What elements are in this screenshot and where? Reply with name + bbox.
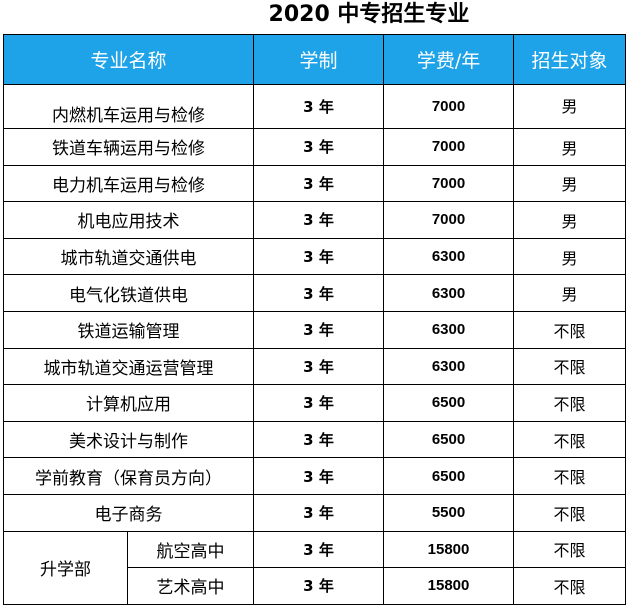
table-row: 艺术高中 3 年 15800 不限 [4,567,627,605]
fee-cell: 5500 [383,493,515,532]
target-cell: 男 [513,237,627,276]
header-duration: 学制 [253,34,385,85]
fee-cell: 7000 [383,128,515,166]
table-row: 城市轨道交通供电 3 年 6300 男 [2,237,627,276]
table-row: 内燃机车运用与检修 3 年 7000 男 [2,84,627,129]
table-header-row: 专业名称 学制 学费/年 招生对象 [2,34,627,85]
table-body: 内燃机车运用与检修 3 年 7000 男铁道车辆运用与检修 3 年 7000 男电力机车运用… [2,84,627,605]
major-name-cell: 铁道车辆运用与检修 [2,128,255,166]
target-cell: 男 [513,164,627,203]
duration-cell: 3 年 [253,567,385,605]
major-name-cell: 航空高中 [126,530,255,569]
target-cell: 不限 [513,420,627,459]
table-row: 升学部 航空高中 3 年 15800 不限 [3,530,627,605]
target-cell: 男 [513,274,627,312]
duration-cell: 3 年 [253,530,385,569]
majors-table: 专业名称 学制 学费/年 招生对象 内燃机车运用与检修 3 年 7000 男铁道车辆运… [2,34,627,605]
target-cell: 不限 [513,457,627,495]
fee-cell: 6300 [383,347,515,386]
major-name-cell: 机电应用技术 [2,201,255,239]
table-row: 铁道运输管理 3 年 6300 不限 [2,310,627,349]
duration-cell: 3 年 [253,493,385,532]
duration-cell: 3 年 [253,164,385,203]
duration-cell: 3 年 [253,201,385,239]
fee-cell: 6300 [383,237,515,276]
table-row: 电子商务 3 年 5500 不限 [2,493,627,532]
major-name-cell: 学前教育（保育员方向） [2,457,255,495]
major-name-cell: 电气化铁道供电 [2,274,255,312]
target-cell: 不限 [513,310,627,349]
fee-cell: 15800 [383,567,515,605]
fee-cell: 7000 [383,164,515,203]
duration-cell: 3 年 [253,457,385,495]
fee-cell: 7000 [383,201,515,239]
fee-cell: 7000 [383,84,515,129]
table-row: 机电应用技术 3 年 7000 男 [2,201,627,239]
target-cell: 男 [513,84,627,129]
table-row: 美术设计与制作 3 年 6500 不限 [2,420,627,459]
duration-cell: 3 年 [253,128,385,166]
table-row: 铁道车辆运用与检修 3 年 7000 男 [2,128,627,166]
target-cell: 不限 [513,384,627,422]
header-fee: 学费/年 [383,34,515,85]
department-cell: 升学部 [3,530,128,605]
duration-cell: 3 年 [253,310,385,349]
table-row: 计算机应用 3 年 6500 不限 [2,384,627,422]
duration-cell: 3 年 [253,347,385,386]
table-row: 城市轨道交通运营管理 3 年 6300 不限 [2,347,627,386]
target-cell: 不限 [513,567,627,605]
duration-cell: 3 年 [253,384,385,422]
duration-cell: 3 年 [253,237,385,276]
major-name-cell: 计算机应用 [2,384,255,422]
duration-cell: 3 年 [253,84,385,129]
table-row: 电气化铁道供电 3 年 6300 男 [2,274,627,312]
major-name-cell: 艺术高中 [126,567,255,605]
target-cell: 男 [513,201,627,239]
major-name-cell: 铁道运输管理 [2,310,255,349]
fee-cell: 6300 [383,274,515,312]
duration-cell: 3 年 [253,420,385,459]
major-name-cell: 城市轨道交通运营管理 [2,347,255,386]
major-name-cell: 电力机车运用与检修 [2,164,255,203]
duration-cell: 3 年 [253,274,385,312]
target-cell: 不限 [513,347,627,386]
target-cell: 不限 [513,530,627,569]
fee-cell: 6300 [383,310,515,349]
fee-cell: 6500 [383,384,515,422]
table-row: 学前教育（保育员方向） 3 年 6500 不限 [2,457,627,495]
table-row: 电力机车运用与检修 3 年 7000 男 [2,164,627,203]
page-title: 2020 中专招生专业 [268,2,470,27]
major-name-cell: 城市轨道交通供电 [2,237,255,276]
major-name-cell: 电子商务 [2,493,255,532]
fee-cell: 6500 [383,420,515,459]
target-cell: 男 [513,128,627,166]
fee-cell: 6500 [383,457,515,495]
header-target: 招生对象 [513,34,627,85]
major-name-cell: 内燃机车运用与检修 [2,84,255,129]
target-cell: 不限 [513,493,627,532]
major-name-cell: 美术设计与制作 [2,420,255,459]
fee-cell: 15800 [383,530,515,569]
header-major-name: 专业名称 [2,34,255,85]
